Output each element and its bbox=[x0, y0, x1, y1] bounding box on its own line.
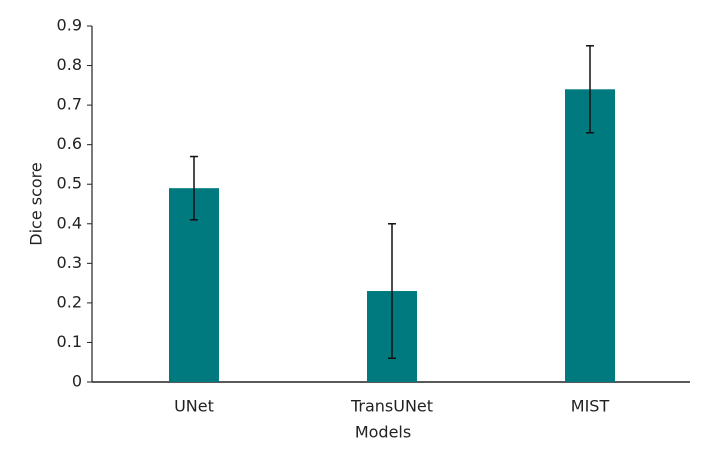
error-bar bbox=[586, 45, 594, 134]
y-tick-label: 0.5 bbox=[57, 174, 82, 193]
y-tick-label: 0.4 bbox=[57, 213, 82, 232]
y-tick-label: 0.9 bbox=[57, 16, 82, 35]
x-tick-label: TransUNet bbox=[350, 397, 433, 416]
x-tick-label: UNet bbox=[174, 397, 214, 416]
y-axis-label: Dice score bbox=[27, 162, 46, 245]
y-tick-label: 0.1 bbox=[57, 332, 82, 351]
y-tick-label: 0.2 bbox=[57, 292, 82, 311]
x-axis-label: Models bbox=[355, 423, 411, 442]
error-bar bbox=[190, 155, 198, 221]
error-bar bbox=[388, 223, 396, 360]
y-tick-label: 0 bbox=[72, 372, 82, 391]
y-tick-label: 0.3 bbox=[57, 253, 82, 272]
x-tick-label: MIST bbox=[571, 397, 610, 416]
bar bbox=[565, 89, 615, 383]
y-tick-label: 0.7 bbox=[57, 95, 82, 114]
y-tick-label: 0.6 bbox=[57, 134, 82, 153]
y-tick-label: 0.8 bbox=[57, 55, 82, 74]
